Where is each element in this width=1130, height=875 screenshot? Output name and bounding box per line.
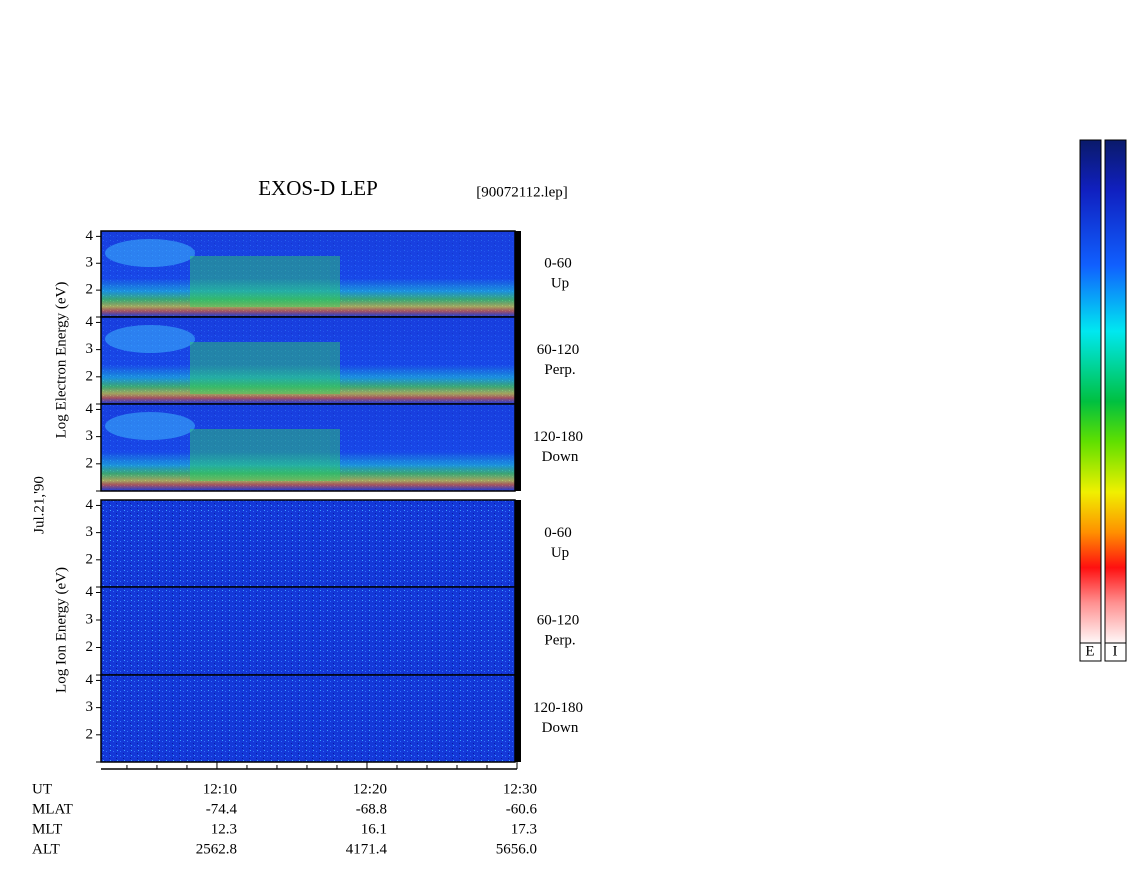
y-tick-label: 2 <box>86 726 94 742</box>
x-tick-label: 12:10 <box>203 781 237 797</box>
y-tick-label: 2 <box>86 368 94 384</box>
panel-edge <box>515 675 521 762</box>
spectrogram-feature <box>105 412 195 440</box>
channel-label: 60-120 <box>537 612 580 628</box>
spectrogram <box>101 587 515 675</box>
colorbar <box>1079 139 1127 662</box>
spectrogram-feature <box>190 256 340 307</box>
spectrogram-feature <box>105 239 195 267</box>
panel-edge <box>515 500 521 587</box>
channel-sublabel: Up <box>551 545 569 561</box>
y-tick-label: 4 <box>86 497 94 513</box>
y-tick-label: 3 <box>86 699 94 715</box>
x-tick-label: 12:30 <box>503 781 537 797</box>
channel-label: 120-180 <box>533 429 583 445</box>
colorbar-label: I <box>1113 643 1118 659</box>
title: EXOS-D LEP <box>258 176 378 200</box>
y-tick-label: 4 <box>86 228 94 244</box>
colorbar-label: E <box>1085 643 1094 659</box>
y-tick-label: 4 <box>86 314 94 330</box>
y-tick-label: 2 <box>86 282 94 298</box>
panel-edge <box>515 231 521 317</box>
y-axis-label: Log Electron Energy (eV) <box>53 282 69 439</box>
channel-label: 120-180 <box>533 700 583 716</box>
spectrogram <box>101 675 515 762</box>
row-header: ALT <box>32 841 60 857</box>
orbit-value: -74.4 <box>206 801 238 817</box>
file-name: [90072112.lep] <box>476 184 568 200</box>
panel-edge <box>515 317 521 404</box>
orbit-value: 17.3 <box>511 821 537 837</box>
y-tick-label: 3 <box>86 428 94 444</box>
y-tick-label: 3 <box>86 524 94 540</box>
y-tick-label: 4 <box>86 672 94 688</box>
panel-edge <box>515 587 521 675</box>
orbit-value: -68.8 <box>356 801 387 817</box>
spectrogram-feature <box>190 429 340 481</box>
y-tick-label: 2 <box>86 455 94 471</box>
spectrogram-feature <box>190 342 340 394</box>
x-tick-label: 12:20 <box>353 781 387 797</box>
channel-sublabel: Perp. <box>544 632 575 648</box>
spectrogram-feature <box>105 325 195 353</box>
channel-label: 0-60 <box>544 525 572 541</box>
orbit-value: -60.6 <box>506 801 538 817</box>
channel-sublabel: Up <box>551 275 569 291</box>
y-tick-label: 3 <box>86 611 94 627</box>
y-tick-label: 2 <box>86 639 94 655</box>
y-tick-label: 3 <box>86 255 94 271</box>
orbit-value: 12.3 <box>211 821 237 837</box>
orbit-value: 5656.0 <box>496 841 537 857</box>
panel-edge <box>515 404 521 491</box>
spectrogram <box>101 500 515 587</box>
y-tick-label: 3 <box>86 341 94 357</box>
date: Jul.21,'90 <box>31 476 47 534</box>
orbit-value: 2562.8 <box>196 841 237 857</box>
y-tick-label: 4 <box>86 584 94 600</box>
y-tick-label: 4 <box>86 401 94 417</box>
row-header: MLT <box>32 821 62 837</box>
channel-label: 0-60 <box>544 255 572 271</box>
y-axis-label: Log Ion Energy (eV) <box>53 567 69 693</box>
row-header: UT <box>32 781 52 797</box>
channel-sublabel: Down <box>542 449 579 465</box>
orbit-value: 16.1 <box>361 821 387 837</box>
row-header: MLAT <box>32 801 73 817</box>
y-tick-label: 2 <box>86 551 94 567</box>
channel-sublabel: Down <box>542 720 579 736</box>
orbit-value: 4171.4 <box>346 841 388 857</box>
channel-label: 60-120 <box>537 342 580 358</box>
channel-sublabel: Perp. <box>544 362 575 378</box>
